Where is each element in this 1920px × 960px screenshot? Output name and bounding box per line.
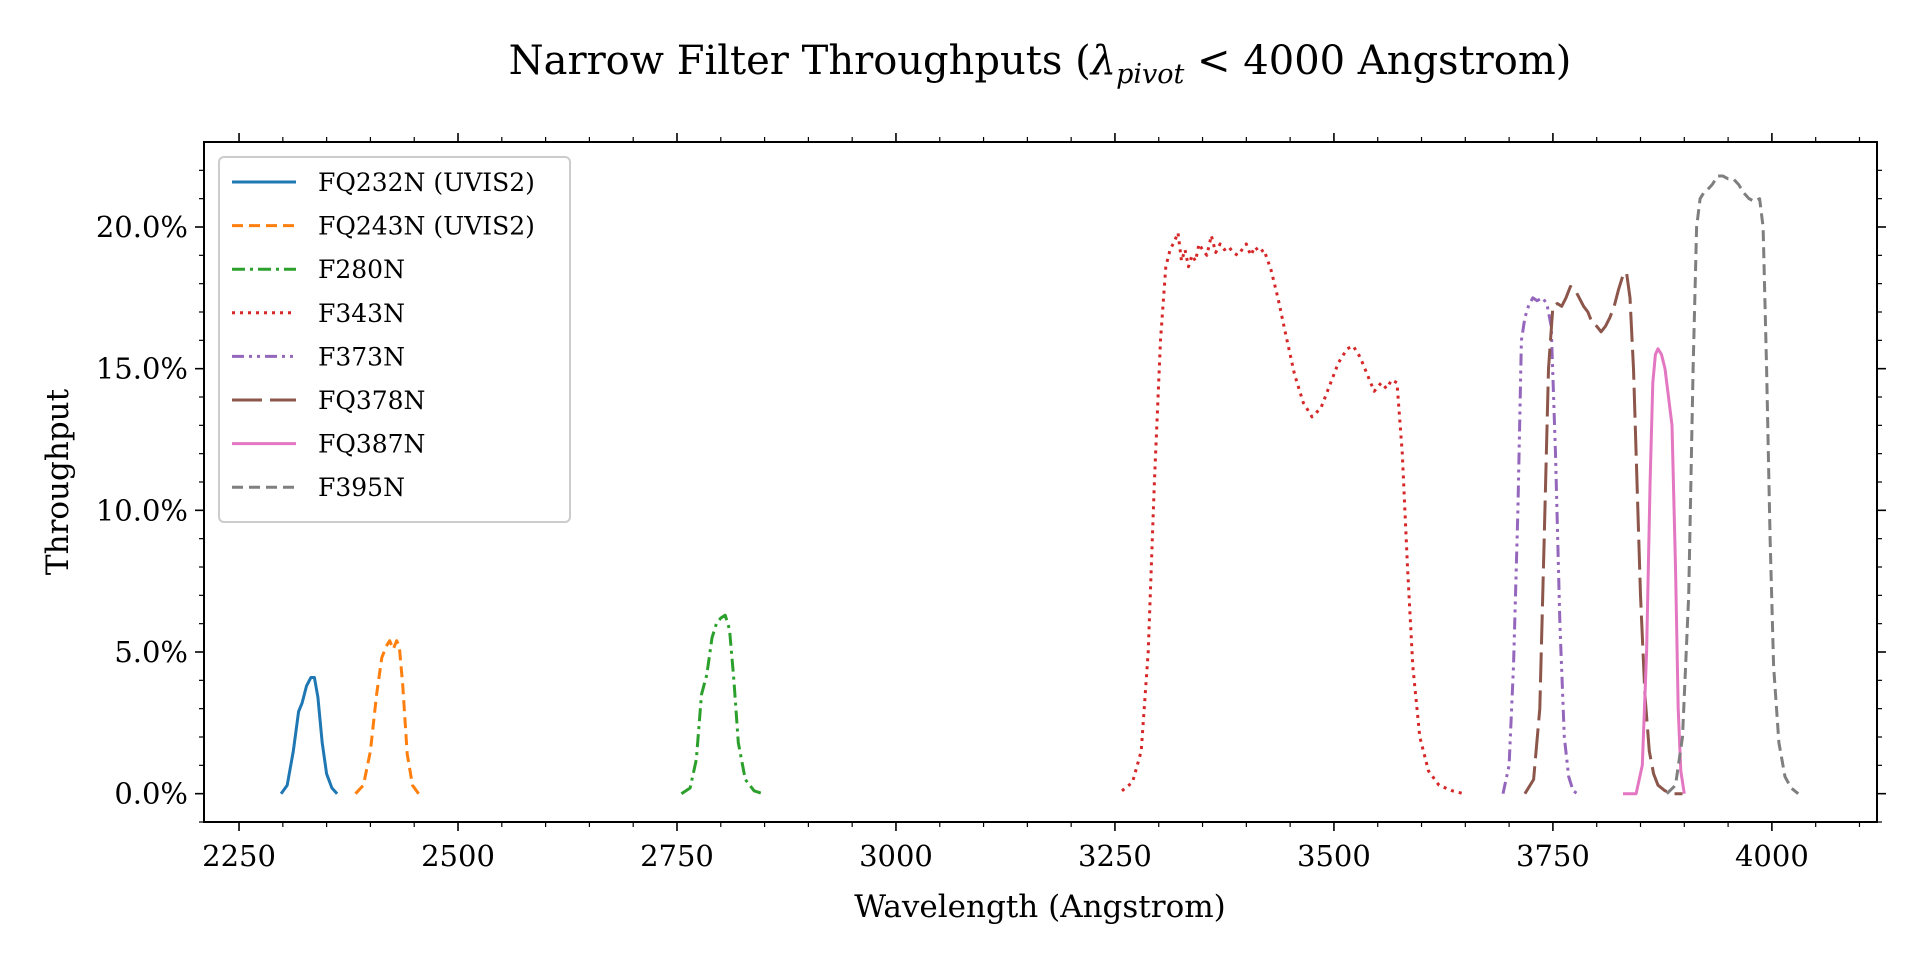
axis-ticks: 2250 2500 2750 3000 3250 3500 3750 4000 0.0% 5.0%… xyxy=(96,133,1886,873)
x-tick-label: 4000 xyxy=(1735,839,1809,873)
y-tick-label: 15.0% xyxy=(96,352,188,386)
series-line xyxy=(1121,231,1464,796)
legend-label: F343N xyxy=(318,299,405,328)
y-tick-label: 0.0% xyxy=(114,777,188,811)
legend: FQ232N (UVIS2) FQ243N (UVIS2) F280N F343N F3… xyxy=(218,156,571,523)
series-lines xyxy=(279,174,1800,796)
legend-label: FQ378N xyxy=(318,386,425,415)
chart-title: Narrow Filter Throughputs (λpivot < 4000… xyxy=(509,38,1572,90)
series-line xyxy=(1523,270,1683,796)
series-line xyxy=(1665,174,1800,795)
legend-label: F395N xyxy=(318,473,405,502)
legend-label: F280N xyxy=(318,255,405,284)
y-tick-label: 10.0% xyxy=(96,493,188,527)
series-line xyxy=(1501,296,1579,795)
x-axis-label: Wavelength (Angstrom) xyxy=(854,889,1226,925)
series-line xyxy=(354,639,420,795)
x-tick-label: 2500 xyxy=(421,839,495,873)
legend-label: FQ232N (UVIS2) xyxy=(318,168,535,197)
x-tick-label: 3500 xyxy=(1297,839,1371,873)
x-tick-label: 2250 xyxy=(202,839,276,873)
legend-label: FQ387N xyxy=(318,430,425,459)
series-line xyxy=(1623,347,1686,796)
x-tick-label: 2750 xyxy=(640,839,714,873)
series-line xyxy=(279,676,339,795)
y-tick-label: 20.0% xyxy=(96,210,188,244)
x-tick-label: 3000 xyxy=(859,839,933,873)
legend-label: F373N xyxy=(318,342,405,371)
x-tick-label: 3750 xyxy=(1516,839,1590,873)
y-axis-label: Throughput xyxy=(40,388,76,575)
legend-box xyxy=(218,156,571,523)
legend-label: FQ243N (UVIS2) xyxy=(318,212,535,241)
x-tick-label: 3250 xyxy=(1078,839,1152,873)
series-line xyxy=(680,613,764,796)
y-tick-label: 5.0% xyxy=(114,635,188,669)
